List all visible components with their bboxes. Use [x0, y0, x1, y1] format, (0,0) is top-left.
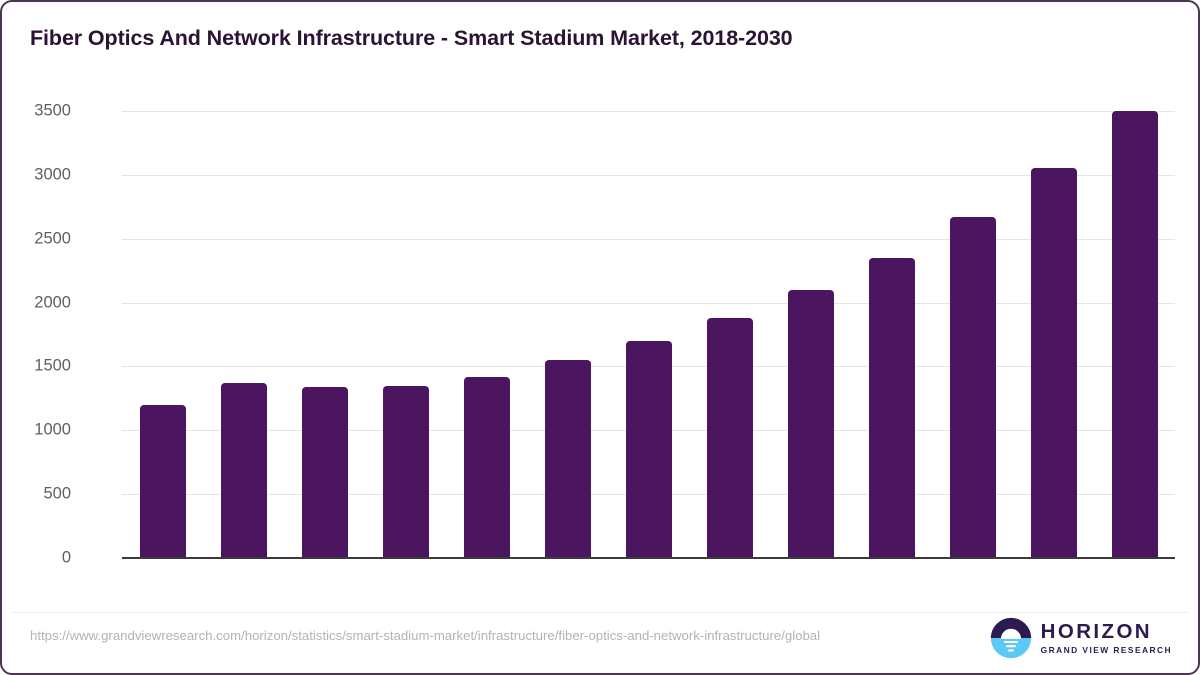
y-axis-tick-label: 0 — [61, 548, 71, 567]
horizon-logo-icon — [990, 617, 1031, 659]
bar[interactable] — [625, 340, 672, 558]
bar[interactable] — [1111, 111, 1158, 558]
logo-text: HORIZON GRAND VIEW RESEARCH — [1041, 622, 1172, 654]
gridline — [122, 174, 1175, 176]
bar[interactable] — [139, 404, 186, 558]
y-axis-tick-label: 2500 — [34, 229, 71, 248]
logo-wordmark: HORIZON — [1040, 620, 1152, 644]
bar[interactable] — [787, 289, 834, 558]
footer-divider — [12, 612, 1188, 613]
logo: HORIZON GRAND VIEW RESEARCH — [990, 617, 1172, 659]
y-axis-tick-label: 2000 — [34, 293, 71, 312]
gridline — [122, 111, 1175, 112]
source-url[interactable]: https://www.grandviewresearch.com/horizo… — [30, 628, 821, 643]
y-axis-tick-label: 3500 — [34, 101, 71, 120]
bar[interactable] — [301, 386, 348, 558]
y-axis-tick-label: 500 — [43, 484, 71, 503]
bar[interactable] — [949, 217, 996, 558]
x-axis-line — [122, 557, 1175, 559]
chart-title: Fiber Optics And Network Infrastructure … — [30, 26, 793, 50]
bar[interactable] — [1030, 168, 1077, 558]
gridline — [122, 238, 1175, 240]
bar[interactable] — [220, 383, 267, 558]
bar[interactable] — [544, 360, 591, 558]
y-axis-tick-label: 1000 — [34, 420, 71, 439]
logo-tagline: GRAND VIEW RESEARCH — [1040, 644, 1172, 655]
bar[interactable] — [868, 257, 915, 558]
y-axis-tick-label: 1500 — [34, 356, 71, 375]
bar[interactable] — [706, 317, 753, 558]
bar[interactable] — [463, 376, 510, 558]
y-axis-tick-label: 3000 — [34, 165, 71, 184]
gridline — [122, 302, 1175, 304]
bar[interactable] — [382, 385, 429, 558]
